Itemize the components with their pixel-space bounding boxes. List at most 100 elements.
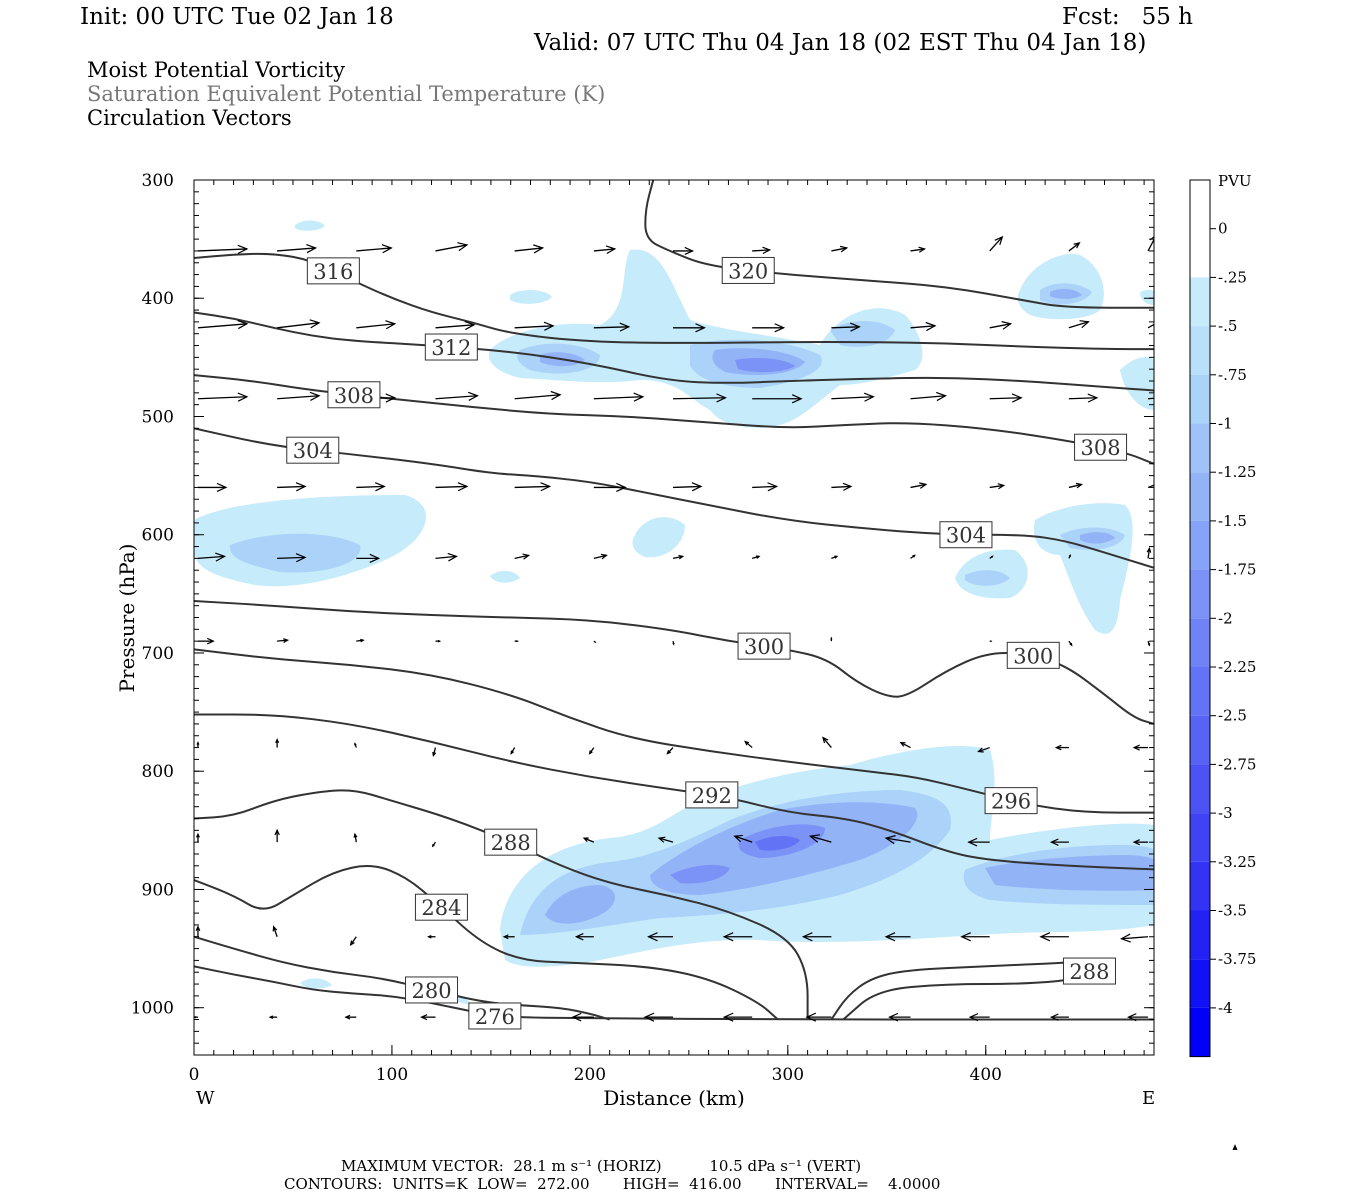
circulation-vector <box>1147 323 1154 329</box>
circulation-vector-head <box>468 391 479 401</box>
y-tick-label: 400 <box>142 289 174 309</box>
circulation-vector-head <box>540 482 552 492</box>
circulation-vector-head <box>1049 1013 1059 1021</box>
circulation-vector-head <box>510 750 514 755</box>
circulation-vector <box>1068 397 1097 400</box>
circulation-vector <box>831 326 860 329</box>
y-tick-label: 300 <box>142 171 174 191</box>
field-label-vectors: Circulation Vectors <box>87 106 292 130</box>
circulation-vector-head <box>268 1015 274 1019</box>
circulation-vector-head <box>616 482 627 493</box>
circulation-vector <box>1147 484 1154 489</box>
y-tick-label: 900 <box>142 880 174 900</box>
colorbar-label: -1.5 <box>1218 512 1247 530</box>
circulation-vector <box>277 247 316 252</box>
max-vector-note: MAXIMUM VECTOR: 28.1 m s⁻¹ (HORIZ) 10.5 … <box>341 1157 862 1175</box>
circulation-vector-head <box>967 837 978 847</box>
valid-time: Valid: 07 UTC Thu 04 Jan 18 (02 EST Thu … <box>534 30 1147 56</box>
circulation-vector <box>989 236 1003 252</box>
circulation-vector-head <box>502 934 509 940</box>
theta-contour-304 <box>194 427 1154 569</box>
circulation-vector-head <box>1001 321 1013 330</box>
circulation-vector-head <box>1163 393 1172 401</box>
circulation-vector <box>514 247 543 252</box>
colorbar-label: -2.75 <box>1218 755 1256 773</box>
contour-label: 320 <box>721 256 775 284</box>
circulation-vector-head <box>374 482 386 492</box>
colorbar-swatch <box>1190 667 1210 716</box>
theta-contour-288 <box>194 789 809 1020</box>
circulation-vector-head <box>691 482 703 492</box>
contour-label: 296 <box>984 787 1038 815</box>
circulation-vector-head <box>960 932 971 942</box>
contour-label: 280 <box>405 976 459 1004</box>
circulation-vector <box>672 397 726 400</box>
circulation-vector-head <box>550 390 562 401</box>
circulation-vector <box>277 485 306 489</box>
mpv-fill-patch <box>735 358 795 373</box>
theta-contour-308 <box>194 374 1154 465</box>
colorbar-swatch <box>1190 326 1210 375</box>
circulation-vector-head <box>801 932 813 942</box>
mpv-fill-patch <box>1050 288 1082 299</box>
circulation-vector <box>910 248 925 252</box>
contour-info-note: CONTOURS: UNITS=K LOW= 272.00 HIGH= 416.… <box>284 1175 941 1193</box>
reference-vector-icon <box>1232 1144 1238 1150</box>
circulation-vector <box>810 835 832 843</box>
circulation-vector <box>273 926 278 937</box>
circulation-vector-head <box>1126 1013 1137 1022</box>
contour-label: 308 <box>327 381 381 409</box>
circulation-vector <box>435 395 478 400</box>
circulation-vector-head <box>437 639 442 643</box>
circulation-vector <box>514 485 550 489</box>
theta-contour-296 <box>194 648 1154 814</box>
circulation-vector <box>900 741 911 749</box>
svg-text:292: 292 <box>692 784 732 808</box>
circulation-vector-head <box>195 832 200 838</box>
circulation-vector-head <box>206 637 215 645</box>
svg-text:284: 284 <box>421 896 461 920</box>
circulation-vector-head <box>194 1015 197 1019</box>
theta-contour-288 <box>830 960 1091 1021</box>
circulation-vector <box>593 396 643 400</box>
mpv-fill-patch <box>755 836 800 851</box>
svg-text:304: 304 <box>293 439 333 463</box>
mpv-fill-patch <box>545 885 615 924</box>
colorbar-label: -1.75 <box>1218 561 1256 579</box>
colorbar-swatch <box>1190 910 1210 960</box>
circulation-vector <box>593 248 615 252</box>
circulation-vector <box>583 837 595 843</box>
colorbar-swatch <box>1190 374 1210 424</box>
circulation-vector-head <box>997 483 1006 490</box>
colorbar-label: -3.25 <box>1218 853 1256 871</box>
circulation-vector-head <box>884 932 896 942</box>
colorbar-swatch <box>1190 959 1210 1008</box>
colorbar-swatch <box>1190 764 1210 814</box>
x-tick-label: 400 <box>970 1065 1002 1085</box>
circulation-vector-head <box>195 925 201 932</box>
circulation-vector-head <box>684 246 695 256</box>
x-tick-label: 300 <box>772 1065 804 1085</box>
circulation-vector-head <box>672 642 675 646</box>
circulation-vector-head <box>619 322 631 332</box>
circulation-vector-head <box>272 925 278 932</box>
circulation-vector <box>752 249 770 252</box>
circulation-vector <box>831 396 874 400</box>
circulation-vector-head <box>839 245 849 253</box>
circulation-vector-head <box>1054 744 1062 751</box>
colorbar-label: 0 <box>1218 220 1228 238</box>
colorbar-swatch <box>1190 861 1210 911</box>
circulation-vector-head <box>1132 839 1140 846</box>
circulation-vector <box>752 485 777 489</box>
circulation-vector-head <box>716 393 727 403</box>
circulation-vector-head <box>808 834 820 843</box>
circulation-vector <box>435 555 457 560</box>
contour-label: 304 <box>939 521 993 549</box>
circulation-vector-head <box>275 738 280 744</box>
circulation-vector-head <box>295 482 307 492</box>
circulation-vector-head <box>427 934 432 939</box>
axes: 0 100 200 300 400 300 400 500 600 700 800 900 1000 <box>131 171 1154 1085</box>
contour-label: 300 <box>737 632 791 660</box>
circulation-vector <box>356 247 392 252</box>
colorbar-swatch <box>1190 472 1210 521</box>
